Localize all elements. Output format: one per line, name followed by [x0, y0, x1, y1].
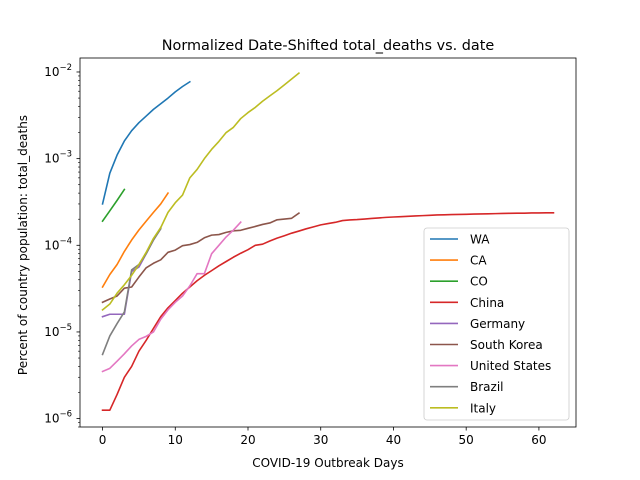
- x-tick-label: 20: [240, 433, 255, 447]
- y-tick-label: 10−6: [44, 410, 72, 426]
- x-tick-label: 0: [99, 433, 107, 447]
- series-line-united-states: [101, 221, 242, 373]
- series-line-italy: [101, 72, 301, 311]
- legend: WA CA CO China Germany South Korea United Stat…: [423, 227, 570, 421]
- legend-label: Germany: [470, 317, 525, 331]
- series-line-ca: [101, 192, 170, 289]
- y-tick-label: 10−2: [44, 63, 72, 79]
- legend-label: Italy: [470, 401, 496, 415]
- legend-label: United States: [470, 359, 551, 373]
- series-line-china: [101, 212, 555, 412]
- legend-label: South Korea: [470, 338, 543, 352]
- axes: 0 10 20 30 40 50 60 10−6 10−5 10−4 10−3 10−2: [44, 57, 577, 447]
- y-tick-label: 10−3: [44, 150, 72, 166]
- x-axis-label: COVID-19 Outbreak Days: [252, 456, 404, 470]
- axes-frame: [79, 57, 577, 428]
- series-line-wa: [101, 80, 191, 205]
- chart-title: Normalized Date-Shifted total_deaths vs.…: [162, 38, 495, 54]
- x-tick-label: 60: [531, 433, 546, 447]
- legend-label: WA: [470, 233, 490, 247]
- x-tick-label: 40: [386, 433, 401, 447]
- legend-box: [423, 227, 570, 421]
- x-tick-label: 50: [459, 433, 474, 447]
- plot-area: [101, 72, 555, 412]
- legend-label: CA: [470, 254, 487, 268]
- legend-label: Brazil: [470, 380, 504, 394]
- series-line-south-korea: [101, 212, 301, 304]
- legend-label: CO: [470, 275, 488, 289]
- y-axis-label: Percent of country population: total_dea…: [16, 115, 30, 375]
- x-tick-label: 10: [168, 433, 183, 447]
- y-tick-label: 10−5: [44, 323, 72, 339]
- series-line-co: [101, 188, 126, 223]
- x-tick-label: 30: [313, 433, 328, 447]
- legend-label: China: [470, 296, 504, 310]
- y-tick-label: 10−4: [44, 236, 72, 252]
